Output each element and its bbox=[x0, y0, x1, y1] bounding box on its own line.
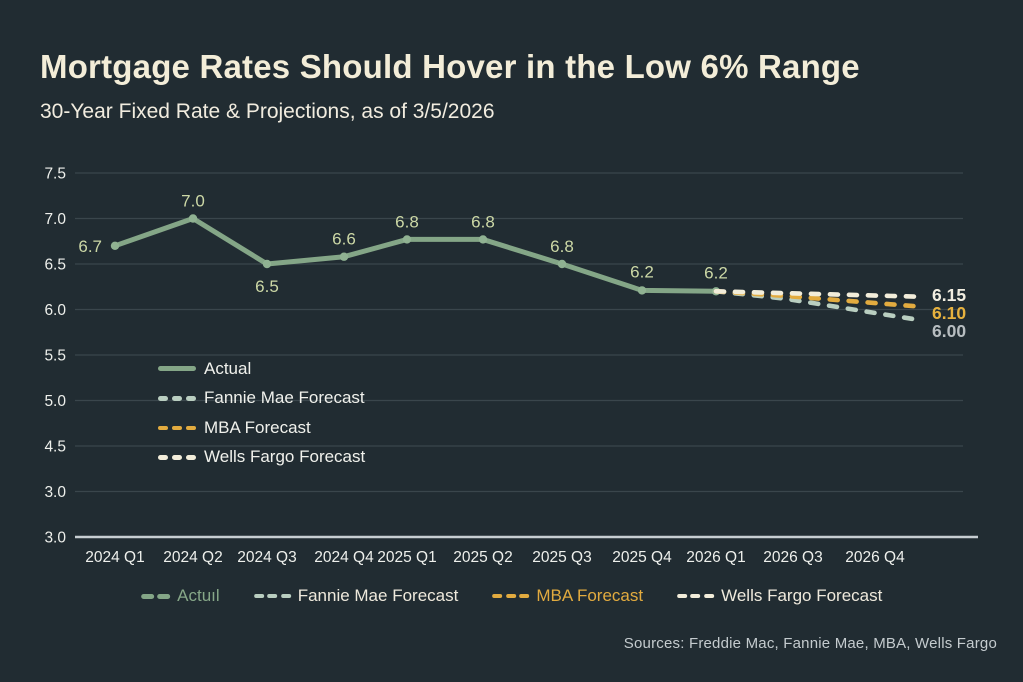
x-tick-label: 2026 Q4 bbox=[845, 549, 905, 566]
y-tick-label: 3.0 bbox=[44, 530, 66, 547]
actual-data-point bbox=[110, 241, 120, 250]
swatch-segment bbox=[158, 455, 168, 460]
legend-bottom: Actuıl Fannie Mae Forecast MBA Forecast … bbox=[140, 586, 882, 606]
swatch-segment bbox=[172, 396, 182, 401]
swatch-segment bbox=[253, 593, 264, 599]
swatch-segment bbox=[158, 425, 168, 430]
fannie-mae-dash-swatch bbox=[253, 593, 291, 599]
legend-item-actual: Actuıl bbox=[140, 586, 220, 606]
legend-item-fannie-mae: Fannie Mae Forecast bbox=[158, 384, 365, 414]
legend-label: Actuıl bbox=[177, 586, 220, 605]
mba-dash-swatch bbox=[492, 593, 530, 599]
swatch-segment bbox=[690, 593, 701, 599]
data-point-label: 6.8 bbox=[471, 212, 495, 231]
legend-label: Wells Fargo Forecast bbox=[721, 586, 883, 605]
legend-label: Actual bbox=[204, 358, 252, 378]
data-point-label: 6.7 bbox=[78, 237, 102, 256]
swatch-segment bbox=[186, 455, 196, 460]
data-point-label: 6.8 bbox=[550, 237, 574, 256]
swatch-segment bbox=[140, 593, 154, 599]
swatch-segment bbox=[505, 593, 516, 599]
swatch-segment bbox=[704, 593, 715, 599]
actual-data-point bbox=[478, 235, 488, 244]
chart-header: Mortgage Rates Should Hover in the Low 6… bbox=[40, 48, 860, 124]
x-tick-label: 2024 Q3 bbox=[237, 549, 296, 566]
swatch-segment bbox=[519, 593, 530, 599]
x-tick-label: 2024 Q2 bbox=[163, 549, 222, 566]
y-tick-label: 4.5 bbox=[44, 439, 66, 456]
chart-title: Mortgage Rates Should Hover in the Low 6… bbox=[40, 48, 860, 85]
actual-data-point bbox=[402, 235, 412, 244]
actual-data-point bbox=[262, 259, 272, 269]
swatch-segment bbox=[157, 593, 171, 599]
data-point-label: 6.6 bbox=[332, 230, 356, 249]
x-tick-label: 2026 Q1 bbox=[686, 549, 745, 566]
mba-dash-swatch bbox=[158, 425, 198, 430]
wells-fargo-dash-swatch bbox=[677, 593, 715, 599]
legend-item-mba: MBA Forecast bbox=[492, 586, 643, 606]
forecast-end-label: 6.15 bbox=[932, 285, 966, 305]
swatch-segment bbox=[172, 455, 182, 460]
y-tick-label: 7.0 bbox=[44, 211, 66, 228]
wells-fargo-dash-swatch bbox=[158, 455, 198, 460]
x-tick-label: 2025 Q3 bbox=[532, 549, 591, 566]
x-tick-label: 2024 Q4 bbox=[314, 549, 374, 566]
forecast-end-label: 6.10 bbox=[932, 303, 966, 323]
legend-label: Wells Fargo Forecast bbox=[204, 447, 366, 467]
data-point-label: 6.2 bbox=[630, 262, 654, 281]
swatch-segment bbox=[280, 593, 291, 599]
swatch-segment bbox=[267, 593, 278, 599]
actual-line-swatch bbox=[158, 366, 198, 372]
legend-item-actual: Actual bbox=[158, 354, 365, 384]
fannie-mae-dash-swatch bbox=[158, 396, 198, 401]
legend-inset: Actual Fannie Mae Forecast MBA Forecast … bbox=[158, 354, 365, 472]
actual-data-point bbox=[557, 259, 567, 269]
data-point-label: 6.8 bbox=[395, 212, 419, 231]
legend-label: Fannie Mae Forecast bbox=[297, 586, 459, 605]
swatch-segment bbox=[186, 396, 196, 401]
actual-data-point bbox=[188, 214, 198, 223]
y-tick-label: 5.5 bbox=[44, 348, 66, 365]
actual-data-point bbox=[339, 252, 349, 261]
source-note: Sources: Freddie Mac, Fannie Mae, MBA, W… bbox=[623, 635, 997, 652]
chart-subtitle: 30-Year Fixed Rate & Projections, as of … bbox=[40, 100, 495, 123]
x-tick-label: 2025 Q1 bbox=[377, 549, 436, 566]
legend-label: Fannie Mae Forecast bbox=[204, 388, 365, 408]
wells-fargo-forecast-line bbox=[713, 289, 925, 300]
y-tick-label: 6.0 bbox=[44, 302, 66, 319]
swatch-segment bbox=[186, 425, 196, 430]
forecast-end-label: 6.00 bbox=[932, 321, 966, 341]
legend-item-mba: MBA Forecast bbox=[158, 413, 365, 443]
mba-forecast-line bbox=[713, 289, 925, 310]
legend-item-fannie-mae: Fannie Mae Forecast bbox=[253, 586, 459, 606]
legend-item-wells-fargo: Wells Fargo Forecast bbox=[677, 586, 882, 606]
y-tick-label: 3.0 bbox=[44, 484, 66, 501]
swatch-segment bbox=[172, 425, 182, 430]
swatch-segment bbox=[158, 366, 196, 372]
swatch-segment bbox=[492, 593, 503, 599]
fannie-mae-forecast-line bbox=[713, 289, 925, 323]
y-tick-label: 6.5 bbox=[44, 257, 66, 274]
data-point-label: 6.2 bbox=[704, 263, 728, 282]
x-tick-label: 2026 Q3 bbox=[763, 549, 822, 566]
y-tick-label: 5.0 bbox=[44, 393, 66, 410]
actual-line-swatch bbox=[140, 593, 171, 599]
legend-item-wells-fargo: Wells Fargo Forecast bbox=[158, 443, 365, 473]
x-tick-label: 2025 Q4 bbox=[612, 549, 672, 566]
actual-data-point bbox=[637, 286, 647, 295]
data-point-label: 6.5 bbox=[255, 277, 279, 296]
x-tick-label: 2025 Q2 bbox=[453, 549, 512, 566]
swatch-segment bbox=[158, 396, 168, 401]
y-tick-label: 7.5 bbox=[44, 166, 66, 183]
swatch-segment bbox=[677, 593, 688, 599]
legend-label: MBA Forecast bbox=[536, 586, 644, 605]
data-point-label: 7.0 bbox=[181, 192, 205, 211]
x-tick-label: 2024 Q1 bbox=[85, 549, 144, 566]
legend-label: MBA Forecast bbox=[204, 417, 311, 437]
